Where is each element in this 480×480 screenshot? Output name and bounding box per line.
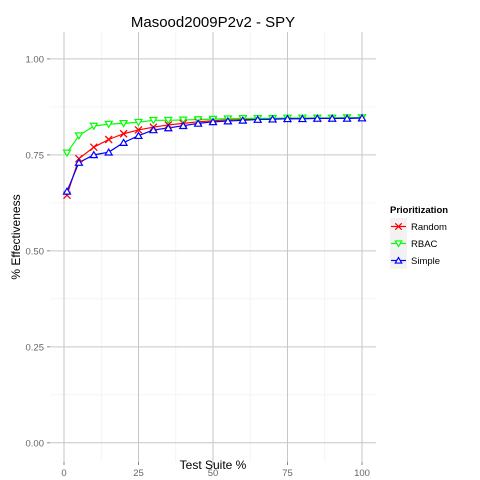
legend-title: Prioritization — [390, 205, 448, 216]
data-point-rbac — [163, 116, 173, 125]
data-point-simple — [342, 114, 352, 122]
major-gridlines — [50, 32, 376, 462]
data-point-simple — [163, 123, 173, 132]
data-point-simple — [312, 114, 322, 122]
data-point-simple — [208, 117, 218, 126]
data-point-simple — [148, 125, 158, 134]
series-markers — [62, 113, 367, 200]
legend: Prioritization Random RBAC Simple — [390, 205, 448, 269]
data-point-rbac — [89, 122, 99, 131]
y-axis-ticks: 0.00 0.25 0.50 0.75 1.00 — [26, 54, 50, 449]
x-tick-label: 50 — [208, 468, 219, 479]
data-point-simple — [74, 158, 84, 166]
data-point-simple — [89, 150, 99, 159]
y-tick-label: 0.25 — [26, 342, 45, 353]
data-point-rbac — [62, 149, 72, 158]
legend-label: Simple — [411, 256, 440, 267]
x-tick-label: 0 — [61, 468, 66, 479]
series-points-simple — [62, 113, 367, 195]
data-point-rbac — [133, 118, 144, 127]
data-point-simple — [297, 114, 307, 123]
x-tick-label: 25 — [133, 468, 144, 479]
legend-label: RBAC — [411, 239, 438, 250]
y-tick-label: 1.00 — [26, 54, 45, 65]
data-point-simple — [357, 113, 367, 122]
data-point-simple — [119, 138, 129, 146]
x-axis-ticks: 0 25 50 75 100 — [61, 462, 370, 479]
legend-marker — [394, 240, 403, 248]
data-point-random — [119, 129, 128, 138]
data-point-random — [134, 125, 143, 134]
legend-marker — [394, 222, 403, 231]
chart-title: Masood2009P2v2 - SPY — [131, 14, 295, 31]
legend-item-rbac: RBAC — [390, 235, 438, 252]
data-point-rbac — [119, 119, 129, 128]
data-point-simple — [268, 114, 278, 123]
data-point-simple — [253, 115, 263, 123]
data-point-rbac — [148, 116, 158, 125]
legend-item-random: Random — [390, 218, 447, 235]
data-point-simple — [327, 114, 337, 122]
data-point-simple — [238, 115, 248, 124]
data-point-rbac — [178, 116, 188, 125]
x-tick-label: 75 — [282, 468, 293, 479]
data-point-random — [89, 143, 98, 152]
data-point-simple — [282, 114, 293, 123]
data-point-simple — [62, 186, 72, 195]
y-axis-title: % Effectiveness — [9, 194, 23, 279]
data-point-rbac — [74, 132, 84, 140]
data-point-random — [104, 135, 113, 144]
x-tick-label: 100 — [354, 468, 370, 479]
legend-item-simple: Simple — [390, 252, 440, 269]
data-point-simple — [193, 119, 203, 127]
legend-marker — [394, 256, 403, 264]
data-point-simple — [178, 121, 188, 130]
legend-label: Random — [411, 222, 447, 233]
x-axis-title: Test Suite % — [180, 458, 247, 472]
data-point-simple — [104, 147, 114, 156]
data-point-simple — [223, 116, 233, 125]
data-point-rbac — [104, 120, 114, 129]
y-tick-label: 0.50 — [26, 246, 45, 257]
y-tick-label: 0.75 — [26, 150, 45, 161]
y-tick-label: 0.00 — [26, 438, 45, 449]
data-point-simple — [133, 131, 144, 140]
